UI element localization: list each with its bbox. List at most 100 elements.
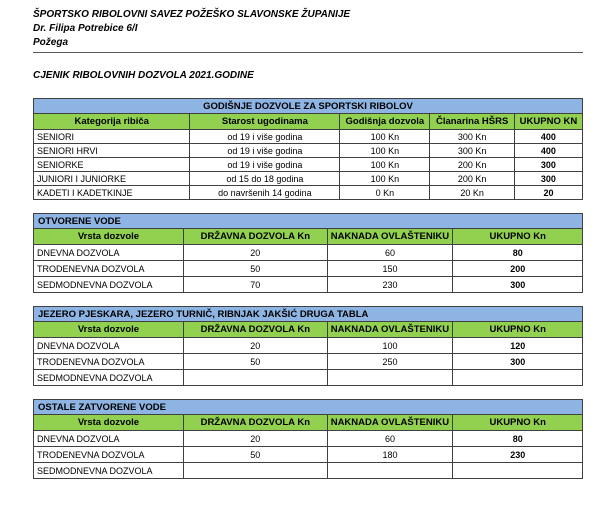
row-label-cell: DNEVNA DOZVOLA — [33, 244, 184, 261]
column-header: NAKNADA OVLAŠTENIKU Kn — [326, 321, 454, 338]
value-cell — [182, 462, 328, 479]
value-cell: 100 Kn — [339, 171, 431, 186]
table-row: TRODENEVNA DOZVOLA 50 250 300 — [33, 353, 583, 370]
table-title-bar: OTVORENE VODE — [33, 213, 583, 229]
value-cell: 200 Kn — [429, 171, 515, 186]
value-cell: 20 Kn — [429, 185, 515, 200]
table-row: DNEVNA DOZVOLA 20 100 120 — [33, 337, 583, 354]
table-title-row: JEZERO PJESKARA, JEZERO TURNIČ, RIBNJAK … — [33, 306, 583, 322]
value-cell: 100 — [326, 337, 454, 354]
table-row: KADETI I KADETKINJE do navršenih 14 godin… — [32, 185, 584, 200]
value-cell: 50 — [182, 260, 328, 277]
row-label-cell: TRODENEVNA DOZVOLA — [33, 353, 184, 370]
value-cell: od 19 i više godina — [189, 143, 341, 158]
column-header: Vrsta dozvole — [33, 414, 184, 431]
column-header: UKUPNO KN — [513, 113, 584, 130]
price-table: GODIŠNJE DOZVOLE ZA SPORTSKI RIBOLOV Kate… — [32, 98, 584, 200]
value-cell: 50 — [182, 353, 328, 370]
value-cell — [326, 462, 454, 479]
value-cell: 150 — [326, 260, 454, 277]
column-header: Starost ugodinama — [189, 113, 341, 130]
value-cell: 60 — [326, 430, 454, 447]
value-cell: od 19 i više godina — [189, 129, 341, 144]
table-row: DNEVNA DOZVOLA 20 60 80 — [33, 244, 583, 261]
table-header-row: Vrsta dozvole DRŽAVNA DOZVOLA Kn NAKNADA O… — [33, 321, 583, 338]
value-cell: 20 — [182, 337, 328, 354]
price-table: JEZERO PJESKARA, JEZERO TURNIČ, RIBNJAK … — [33, 306, 583, 386]
table-row: TRODENEVNA DOZVOLA 50 150 200 — [33, 260, 583, 277]
total-cell: 400 — [513, 143, 584, 158]
value-cell: od 19 i više godina — [189, 157, 341, 172]
column-header: UKUPNO Kn — [452, 414, 583, 431]
total-cell: 300 — [452, 353, 583, 370]
row-label-cell: TRODENEVNA DOZVOLA — [33, 446, 184, 463]
value-cell: 200 Kn — [429, 157, 515, 172]
value-cell — [326, 369, 454, 386]
value-cell: 50 — [182, 446, 328, 463]
row-label-cell: JUNIORI I JUNIORKE — [32, 171, 191, 186]
value-cell: 20 — [182, 244, 328, 261]
org-city: Požega — [33, 37, 69, 48]
row-label-cell: SEDMODNEVNA DOZVOLA — [33, 276, 184, 293]
total-cell — [452, 462, 583, 479]
org-address: Dr. Filipa Potrebice 6/I — [33, 23, 138, 34]
row-label-cell: KADETI I KADETKINJE — [32, 185, 191, 200]
table-row: SENIORKE od 19 i više godina 100 Kn 200 Kn 3… — [32, 157, 584, 172]
row-label-cell: SEDMODNEVNA DOZVOLA — [33, 462, 184, 479]
value-cell: od 15 do 18 godina — [189, 171, 341, 186]
table-header-row: Vrsta dozvole DRŽAVNA DOZVOLA Kn NAKNADA O… — [33, 228, 583, 245]
column-header: UKUPNO Kn — [452, 228, 583, 245]
value-cell: 250 — [326, 353, 454, 370]
value-cell: do navršenih 14 godina — [189, 185, 341, 200]
table-row: SENIORI od 19 i više godina 100 Kn 300 Kn 40… — [32, 129, 584, 144]
row-label-cell: SENIORI HRVI — [32, 143, 191, 158]
table-title-row: OSTALE ZATVORENE VODE — [33, 399, 583, 415]
row-label-cell: SENIORKE — [32, 157, 191, 172]
header-divider — [33, 52, 583, 53]
total-cell: 300 — [452, 276, 583, 293]
total-cell: 80 — [452, 430, 583, 447]
document-page: ŠPORTSKO RIBOLOVNI SAVEZ POŽEŠKO SLAVONS… — [32, 8, 584, 479]
column-header: DRŽAVNA DOZVOLA Kn — [182, 321, 328, 338]
column-header: Članarina HŠRS — [429, 113, 515, 130]
value-cell: 70 — [182, 276, 328, 293]
document-header: ŠPORTSKO RIBOLOVNI SAVEZ POŽEŠKO SLAVONS… — [33, 8, 583, 53]
value-cell: 230 — [326, 276, 454, 293]
table-row: TRODENEVNA DOZVOLA 50 180 230 — [33, 446, 583, 463]
value-cell: 100 Kn — [339, 129, 431, 144]
total-cell: 200 — [452, 260, 583, 277]
row-label-cell: SEDMODNEVNA DOZVOLA — [33, 369, 184, 386]
value-cell: 300 Kn — [429, 129, 515, 144]
value-cell: 100 Kn — [339, 143, 431, 158]
price-table: OTVORENE VODE Vrsta dozvole DRŽAVNA DOZVOL… — [33, 213, 583, 293]
table-title-row: OTVORENE VODE — [33, 213, 583, 229]
value-cell — [182, 369, 328, 386]
total-cell — [452, 369, 583, 386]
table-title-bar: OSTALE ZATVORENE VODE — [33, 399, 583, 415]
total-cell: 120 — [452, 337, 583, 354]
table-row: SEDMODNEVNA DOZVOLA 70 230 300 — [33, 276, 583, 293]
table-row: DNEVNA DOZVOLA 20 60 80 — [33, 430, 583, 447]
total-cell: 20 — [513, 185, 584, 200]
value-cell: 20 — [182, 430, 328, 447]
org-name: ŠPORTSKO RIBOLOVNI SAVEZ POŽEŠKO SLAVONS… — [33, 9, 351, 20]
row-label-cell: DNEVNA DOZVOLA — [33, 430, 184, 447]
column-header: Kategorija ribiča — [32, 113, 191, 130]
table-title-row: GODIŠNJE DOZVOLE ZA SPORTSKI RIBOLOV — [33, 98, 583, 114]
column-header: Vrsta dozvole — [33, 228, 184, 245]
total-cell: 80 — [452, 244, 583, 261]
value-cell: 300 Kn — [429, 143, 515, 158]
table-header-row: Vrsta dozvole DRŽAVNA DOZVOLA Kn NAKNADA O… — [33, 414, 583, 431]
value-cell: 60 — [326, 244, 454, 261]
total-cell: 230 — [452, 446, 583, 463]
row-label-cell: SENIORI — [32, 129, 191, 144]
value-cell: 100 Kn — [339, 157, 431, 172]
table-row: SEDMODNEVNA DOZVOLA — [33, 462, 583, 479]
price-table: OSTALE ZATVORENE VODE Vrsta dozvole DRŽAVN… — [33, 399, 583, 479]
column-header: UKUPNO Kn — [452, 321, 583, 338]
table-header-row: Kategorija ribiča Starost ugodinama Godišn… — [32, 113, 584, 130]
column-header: DRŽAVNA DOZVOLA Kn — [182, 228, 328, 245]
column-header: DRŽAVNA DOZVOLA Kn — [182, 414, 328, 431]
document-title: CJENIK RIBOLOVNIH DOZVOLA 2021.GODINE — [33, 70, 254, 81]
value-cell: 180 — [326, 446, 454, 463]
